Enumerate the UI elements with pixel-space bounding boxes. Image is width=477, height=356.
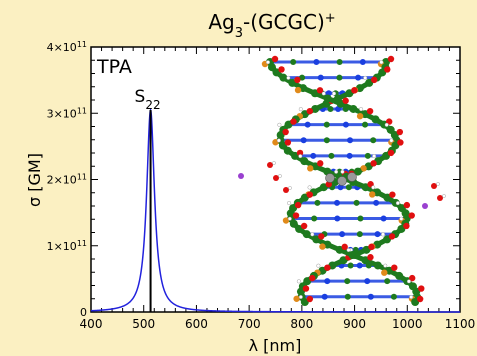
- x-axis-ticks: 400 500 600 700 800 900 1000 1100: [80, 47, 476, 331]
- tpa-spectrum-line: [90, 108, 460, 313]
- y-tick-label: 3×1011: [47, 106, 87, 121]
- x-tick-label: 900: [343, 317, 366, 331]
- dna-double-helix-with-ag3-cluster-icon: [238, 55, 446, 306]
- s22-peak-label: S22: [135, 87, 161, 112]
- x-axis-label: λ [nm]: [249, 336, 302, 355]
- x-tick-label: 500: [132, 317, 155, 331]
- x-tick-label: 400: [80, 317, 103, 331]
- y-axis-ticks: 0 1×1011 2×1011 3×1011 4×1011: [47, 40, 460, 319]
- chart-title-subscript: 3: [235, 26, 243, 41]
- chart-title-superscript: +: [325, 11, 336, 26]
- x-tick-label: 800: [290, 317, 313, 331]
- x-tick-label: 600: [185, 317, 208, 331]
- chart-title-base: Ag: [208, 10, 234, 34]
- y-tick-label: 4×1011: [47, 40, 87, 55]
- chart-title-middle: -(GCGC): [243, 10, 325, 34]
- peak-label-subscript: 22: [145, 98, 160, 112]
- y-tick-label: 2×1011: [47, 172, 87, 187]
- y-tick-label: 1×1011: [47, 238, 87, 253]
- peak-label-base: S: [135, 87, 146, 107]
- x-tick-label: 1100: [445, 317, 476, 331]
- tpa-inset-label: TPA: [96, 56, 132, 78]
- chart-title: Ag3-(GCGC)+: [208, 10, 335, 41]
- y-axis-label: σ [GM]: [25, 153, 44, 207]
- y-tick-label: 0: [80, 306, 87, 319]
- x-tick-label: 700: [238, 317, 261, 331]
- x-tick-label: 1000: [392, 317, 423, 331]
